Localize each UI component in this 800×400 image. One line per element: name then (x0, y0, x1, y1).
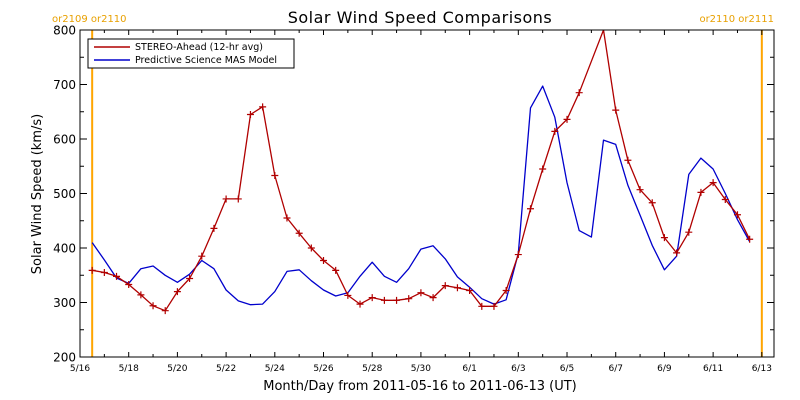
data-point-marker (259, 103, 267, 111)
x-tick-label: 6/9 (657, 364, 672, 374)
series-line (91, 85, 751, 306)
data-point-marker (161, 307, 169, 315)
data-point-marker (113, 272, 121, 280)
data-point-marker (368, 294, 376, 302)
data-point-marker (307, 244, 315, 252)
data-point-marker (697, 188, 705, 196)
carrington-label-right: or2110 or2111 (699, 14, 774, 25)
data-point-marker (295, 229, 303, 237)
data-point-marker (539, 165, 547, 173)
data-point-marker (514, 251, 522, 259)
x-tick-label: 5/18 (119, 364, 139, 374)
data-point-marker (271, 172, 279, 180)
data-point-marker (88, 266, 96, 274)
x-tick-label: 5/30 (411, 364, 431, 374)
x-tick-label: 5/26 (313, 364, 333, 374)
y-tick-label: 600 (53, 133, 76, 147)
x-tick-label: 5/16 (70, 364, 90, 374)
y-tick-label: 800 (53, 24, 76, 38)
y-tick-label: 200 (53, 351, 76, 365)
x-tick-label: 6/1 (462, 364, 476, 374)
y-axis-ticks: 200 300 400 500 600 700 800 (53, 24, 774, 365)
data-point-marker (575, 89, 583, 97)
data-point-marker (149, 302, 157, 310)
data-point-marker (441, 282, 449, 290)
data-point-marker (490, 302, 498, 310)
x-tick-label: 6/13 (752, 364, 772, 374)
y-tick-label: 700 (53, 78, 76, 92)
y-tick-label: 300 (53, 296, 76, 310)
data-point-marker (283, 214, 291, 222)
data-point-marker (125, 281, 133, 289)
y-axis-label: Solar Wind Speed (km/s) (30, 114, 45, 274)
data-point-marker (709, 179, 717, 187)
x-axis-ticks: 5/16 5/18 5/20 5/22 5/24 5/26 5/28 5/30 6/1 6/3 6/… (70, 30, 772, 374)
data-point-marker (685, 228, 693, 236)
data-point-marker (612, 106, 620, 114)
data-point-marker (173, 288, 181, 296)
data-point-marker (405, 295, 413, 303)
data-point-marker (502, 287, 510, 295)
x-tick-label: 5/24 (265, 364, 285, 374)
data-point-marker (186, 275, 194, 283)
data-point-marker (648, 199, 656, 207)
series-line (92, 30, 751, 312)
data-point-marker (563, 115, 571, 123)
data-point-marker (466, 287, 474, 295)
data-point-marker (344, 291, 352, 299)
data-point-marker (222, 195, 230, 203)
data-point-marker (526, 205, 534, 213)
carrington-rotation-markers (91, 30, 763, 357)
x-tick-label: 5/22 (216, 364, 236, 374)
data-point-marker (393, 296, 401, 304)
legend-label-stereo: STEREO-Ahead (12-hr avg) (135, 42, 263, 53)
data-point-marker (478, 302, 486, 310)
data-point-marker (100, 269, 108, 277)
legend-box (87, 38, 295, 69)
data-point-marker (210, 224, 218, 232)
series-layer (88, 30, 754, 315)
data-point-marker (137, 291, 145, 299)
y-tick-label: 400 (53, 242, 76, 256)
data-point-marker (660, 234, 668, 242)
legend-label-model: Predictive Science MAS Model (135, 55, 277, 66)
data-point-marker (320, 257, 328, 265)
data-point-marker (380, 296, 388, 304)
x-tick-label: 5/20 (167, 364, 187, 374)
data-point-marker (198, 252, 206, 260)
x-tick-label: 6/7 (608, 364, 622, 374)
data-point-marker (332, 266, 340, 274)
x-tick-label: 6/11 (703, 364, 723, 374)
data-point-marker (721, 195, 729, 203)
series-model (91, 85, 751, 306)
carrington-label-left: or2109 or2110 (52, 14, 127, 25)
data-point-marker (733, 211, 741, 219)
data-point-marker (429, 294, 437, 302)
chart-title: Solar Wind Speed Comparisons (288, 8, 553, 27)
data-point-marker (673, 249, 681, 257)
legend: STEREO-Ahead (12-hr avg) Predictive Scie… (87, 38, 295, 69)
data-point-marker (356, 300, 364, 308)
x-tick-label: 6/5 (560, 364, 574, 374)
y-tick-label: 500 (53, 187, 76, 201)
x-tick-label: 6/3 (511, 364, 525, 374)
data-point-marker (453, 284, 461, 292)
x-tick-label: 5/28 (362, 364, 382, 374)
x-axis-label: Month/Day from 2011-05-16 to 2011-06-13 … (263, 379, 576, 394)
series-stereo (88, 30, 754, 315)
data-point-marker (246, 110, 254, 118)
data-point-marker (746, 235, 754, 243)
data-point-marker (636, 186, 644, 194)
data-point-marker (624, 156, 632, 164)
data-point-marker (234, 195, 242, 203)
data-point-marker (551, 127, 559, 135)
data-point-marker (417, 289, 425, 297)
